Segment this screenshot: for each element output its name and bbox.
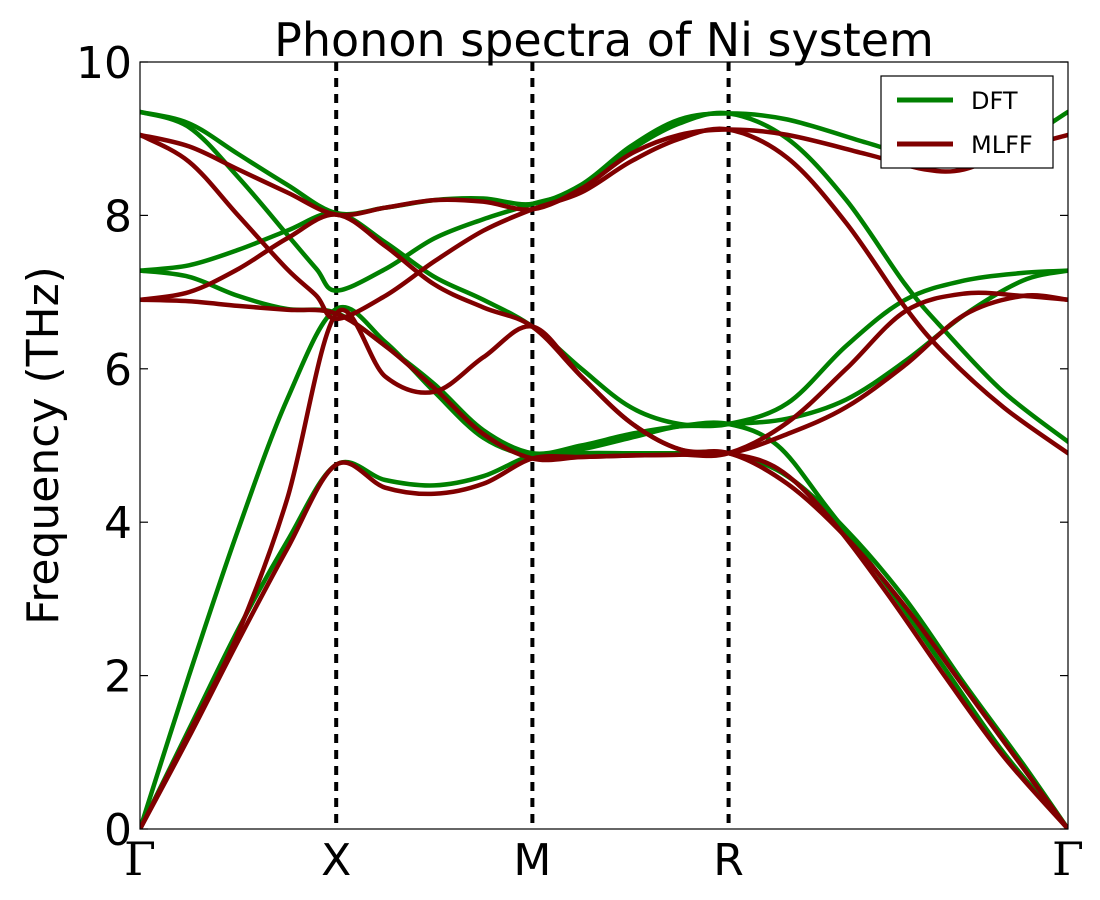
dft-branch-3 <box>140 210 1068 428</box>
mlff-branch-4 <box>140 290 1068 463</box>
series-mlff <box>140 126 1068 829</box>
legend-label-mlff: MLFF <box>971 131 1033 159</box>
y-tick-label-8: 8 <box>104 191 132 242</box>
y-tick-label-6: 6 <box>104 345 132 396</box>
x-tick-label-2: M <box>513 835 551 886</box>
mlff-branch-2 <box>140 126 1068 456</box>
x-tick-label-4: Γ <box>1052 832 1084 886</box>
dft-branch-6 <box>140 449 1068 829</box>
series-dft <box>140 109 1068 829</box>
y-axis-ticks: 0 2 4 6 8 10 <box>76 38 1068 856</box>
plot-frame <box>139 61 1069 830</box>
legend-box <box>880 75 1054 169</box>
mlff-branch-6 <box>140 449 1068 829</box>
chart-title: Phonon spectra of Ni system <box>274 13 934 67</box>
y-tick-label-10: 10 <box>76 38 132 89</box>
x-tick-label-1: X <box>321 835 351 886</box>
legend: DFT MLFF <box>880 75 1054 169</box>
legend-label-dft: DFT <box>971 87 1018 115</box>
mlff-branch-5 <box>140 307 1068 829</box>
y-tick-label-0: 0 <box>104 805 132 856</box>
mlff-branch-1 <box>140 127 1068 218</box>
x-tick-label-3: R <box>713 835 744 886</box>
y-tick-label-2: 2 <box>104 652 132 703</box>
series-layer <box>140 109 1068 829</box>
y-axis-label: Frequency (THz) <box>18 266 69 625</box>
y-tick-label-4: 4 <box>104 498 132 549</box>
x-tick-label-0: Γ <box>124 832 156 886</box>
